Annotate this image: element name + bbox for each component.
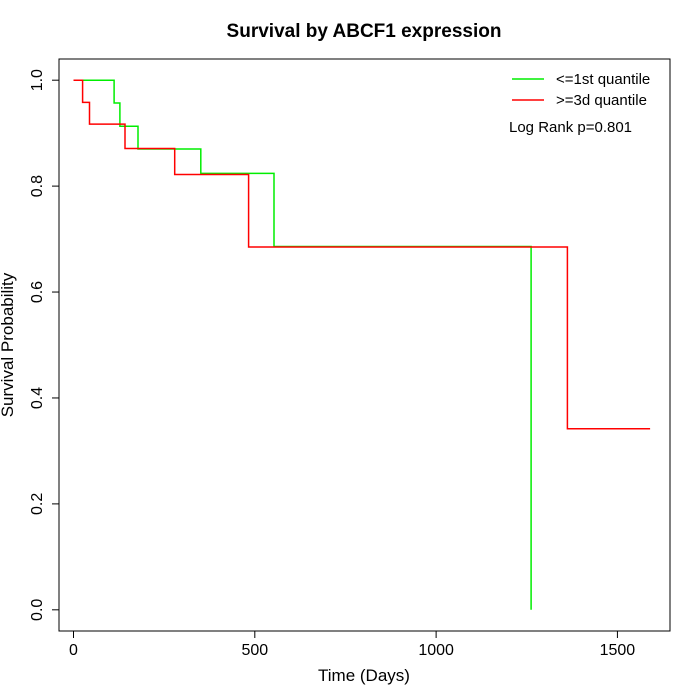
legend: <=1st quantile >=3d quantile bbox=[512, 71, 650, 109]
x-tick-label: 0 bbox=[69, 642, 78, 659]
y-axis-label: Survival Probability bbox=[0, 272, 17, 417]
legend-label-red: >=3d quantile bbox=[556, 92, 647, 109]
series-line-green bbox=[73, 79, 532, 610]
x-axis: 0 500 1000 1500 bbox=[69, 630, 636, 659]
y-tick-label: 0.0 bbox=[29, 599, 46, 621]
x-tick-label: 1500 bbox=[600, 642, 636, 659]
chart-title: Survival by ABCF1 expression bbox=[227, 21, 502, 42]
log-rank-annotation: Log Rank p=0.801 bbox=[509, 119, 632, 136]
plot-frame bbox=[58, 58, 671, 632]
legend-label-green: <=1st quantile bbox=[556, 71, 650, 88]
series-line-red bbox=[73, 79, 651, 430]
y-tick-label: 0.8 bbox=[29, 175, 46, 197]
y-tick-label: 1.0 bbox=[29, 69, 46, 91]
y-tick-label: 0.4 bbox=[29, 387, 46, 409]
x-tick-label: 500 bbox=[241, 642, 268, 659]
y-tick-label: 0.6 bbox=[29, 281, 46, 303]
y-tick-label: 0.2 bbox=[29, 493, 46, 515]
x-axis-label: Time (Days) bbox=[318, 666, 410, 685]
y-axis: 0.0 0.2 0.4 0.6 0.8 1.0 bbox=[29, 69, 60, 621]
series-layer bbox=[73, 79, 651, 610]
x-tick-label: 1000 bbox=[418, 642, 454, 659]
